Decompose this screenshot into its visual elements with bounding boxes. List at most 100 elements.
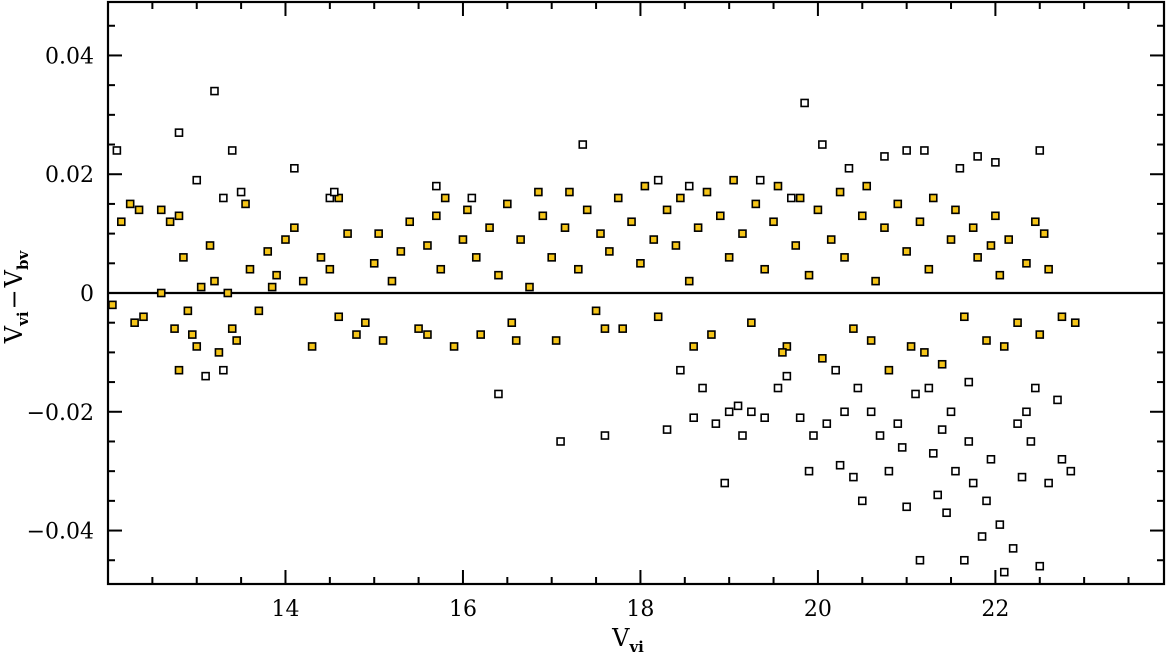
open-point-61 [960,555,969,565]
filled-point-24 [263,247,273,256]
filled-point-81 [693,223,703,232]
open-point-50 [902,146,911,155]
open-point-40 [831,365,840,375]
filled-point-68 [596,229,605,238]
open-point-41 [835,460,845,470]
open-point-28 [738,431,747,440]
filled-point-51 [471,253,481,262]
open-point-42 [844,163,854,173]
open-point-64 [973,152,982,161]
filled-point-97 [813,205,823,215]
filled-point-38 [374,229,383,238]
filled-point-35 [352,330,361,339]
open-point-87 [880,152,889,161]
open-point-33 [782,371,792,381]
open-point-85 [897,443,907,452]
open-point-44 [853,383,863,393]
filled-point-77 [662,205,672,215]
filled-point-121 [991,211,1000,221]
filled-point-103 [857,211,867,221]
filled-point-79 [676,193,685,203]
open-point-65 [977,532,987,541]
filled-point-11 [179,253,188,262]
filled-point-102 [849,324,858,333]
open-point-32 [773,383,783,393]
filled-point-62 [551,336,561,345]
filled-point-87 [738,229,747,238]
filled-point-85 [724,253,734,262]
filled-point-123 [1004,235,1014,244]
x-axis-label-sub: vi [628,638,644,656]
plot-area [108,86,1164,577]
filled-point-118 [968,223,978,232]
open-point-48 [884,466,894,476]
filled-point-98 [818,354,827,363]
filled-point-10 [174,211,184,221]
filled-point-141 [334,312,344,322]
open-point-24 [711,419,721,428]
open-point-70 [999,567,1009,577]
filled-point-0 [108,300,117,310]
x-axis-label-main: V [611,624,630,652]
filled-point-20 [232,336,241,345]
open-point-22 [689,413,698,423]
filled-point-60 [538,211,548,221]
filled-point-131 [1039,229,1049,238]
open-point-72 [1013,419,1022,428]
filled-point-130 [1070,318,1080,327]
open-point-69 [995,520,1005,529]
filled-point-56 [507,318,517,327]
open-point-82 [1066,466,1076,476]
open-point-52 [911,389,920,399]
open-point-56 [933,490,943,500]
open-point-46 [866,407,876,417]
open-point-57 [942,508,951,518]
open-point-45 [857,496,867,506]
filled-point-54 [494,270,503,280]
open-point-36 [804,466,814,476]
y-axis-label-sub2: bv [14,250,32,270]
filled-point-86 [729,175,738,185]
filled-point-2 [125,199,135,209]
filled-point-92 [773,181,783,191]
y-axis-label-main2: V [0,269,28,288]
filled-point-129 [1057,312,1067,322]
filled-point-137 [689,342,698,351]
open-point-67 [986,454,996,464]
open-point-11 [329,187,339,197]
filled-point-3 [134,205,144,215]
y-tick-label: 0.02 [45,163,94,188]
y-tick-label: −0.02 [27,401,94,426]
open-point-66 [982,496,991,506]
filled-point-82 [702,187,712,197]
axis-ticks [107,2,1164,584]
x-tick-label: 22 [981,597,1009,622]
filled-point-64 [565,187,574,197]
open-point-43 [849,472,858,482]
filled-point-112 [924,264,934,274]
y-axis-label-main: V [0,325,28,344]
filled-point-93 [782,342,792,351]
filled-point-110 [906,342,916,351]
open-point-9 [290,163,299,173]
filled-point-49 [458,235,468,244]
filled-point-19 [223,288,233,298]
filled-point-138 [600,324,610,333]
filled-point-16 [205,241,215,250]
open-point-17 [600,431,610,440]
filled-point-125 [1022,259,1031,268]
open-point-13 [467,193,477,203]
filled-point-25 [267,282,277,292]
open-point-73 [1017,472,1027,482]
filled-point-40 [387,276,397,286]
open-point-81 [1057,454,1067,464]
filled-point-28 [290,223,299,232]
filled-point-41 [396,247,406,256]
open-point-37 [809,431,818,440]
open-point-26 [724,407,734,417]
open-point-23 [698,383,707,393]
filled-point-50 [463,205,472,215]
open-point-74 [1022,407,1031,417]
filled-point-91 [769,217,778,227]
filled-point-72 [627,217,636,227]
